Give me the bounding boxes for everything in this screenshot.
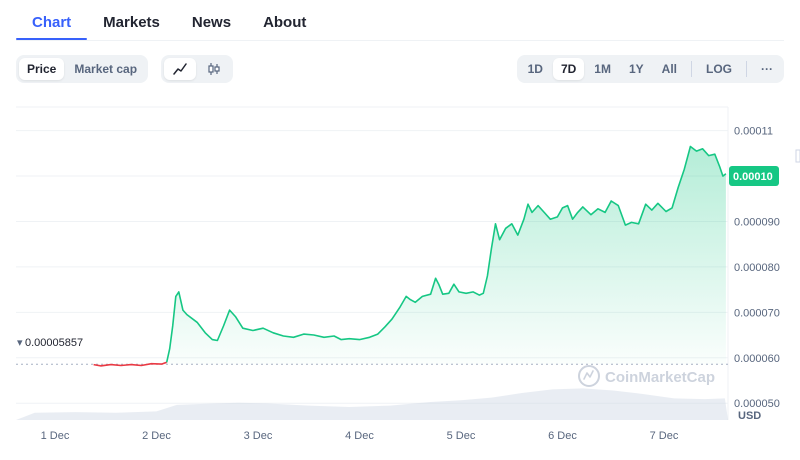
price-fills — [93, 146, 726, 366]
x-tick-label: 2 Dec — [142, 430, 171, 442]
range-divider — [691, 61, 692, 77]
x-axis: 1 Dec 2 Dec 3 Dec 4 Dec 5 Dec 6 Dec 7 Dec — [41, 430, 679, 442]
current-price-label: 0.00010 — [733, 171, 773, 183]
above-open-fill — [166, 146, 726, 365]
baseline-arrow: ▾ — [17, 337, 23, 349]
x-tick-label: 3 Dec — [244, 430, 273, 442]
x-tick-label: 1 Dec — [41, 430, 70, 442]
range-1m-button[interactable]: 1M — [594, 62, 611, 76]
currency-label: USD — [738, 410, 761, 422]
range-7d-button[interactable]: 7D — [552, 58, 585, 80]
tab-markets[interactable]: Markets — [103, 14, 160, 31]
range-all-button[interactable]: All — [661, 62, 677, 76]
x-tick-label: 5 Dec — [447, 430, 476, 442]
market-cap-toggle-button[interactable]: Market cap — [74, 62, 138, 76]
line-chart-button[interactable] — [164, 58, 196, 80]
log-scale-button[interactable]: LOG — [706, 62, 732, 76]
candlestick-button[interactable] — [198, 58, 230, 80]
metric-toggle: Price Market cap — [16, 55, 149, 83]
line-chart-icon — [173, 63, 187, 75]
chart-toolbar: Price Market cap 1D 7D 1M 1Y All LOG ··· — [16, 55, 784, 83]
price-lines — [93, 145, 727, 367]
coinmarketcap-watermark: CoinMarketCap — [578, 365, 715, 387]
tab-about[interactable]: About — [263, 14, 307, 31]
time-range-selector: 1D 7D 1M 1Y All LOG ··· — [516, 55, 784, 83]
y-tick-label: 0.000050 — [734, 398, 780, 410]
more-options-button[interactable]: ··· — [761, 62, 773, 76]
axis-scroll-handle[interactable] — [795, 149, 800, 163]
price-line-up — [165, 145, 727, 363]
more-divider — [746, 61, 747, 77]
price-chart[interactable]: CoinMarketCap ▾ 0.00005857 0.000050 0.000… — [0, 100, 800, 460]
top-tabs: Chart Markets News About — [16, 0, 322, 40]
candlestick-icon — [208, 63, 220, 75]
y-tick-label: 0.000060 — [734, 353, 780, 365]
price-toggle-button[interactable]: Price — [19, 58, 65, 80]
current-price-badge — [729, 166, 779, 187]
y-tick-label: 0.000070 — [734, 307, 780, 319]
volume-bars — [16, 388, 728, 420]
price-line-down — [93, 361, 167, 367]
current-price-tag: 0.00010 — [729, 166, 779, 187]
x-tick-label: 7 Dec — [650, 430, 679, 442]
y-tick-label: 0.00011 — [734, 126, 773, 138]
tab-news[interactable]: News — [191, 14, 232, 31]
tab-divider — [16, 40, 784, 41]
chart-style-toggle — [161, 55, 233, 83]
x-tick-label: 6 Dec — [548, 430, 577, 442]
price-chart-svg: CoinMarketCap ▾ 0.00005857 0.000050 0.000… — [16, 106, 800, 442]
range-1y-button[interactable]: 1Y — [628, 62, 644, 76]
y-tick-label: 0.000090 — [734, 216, 780, 228]
tab-chart[interactable]: Chart — [16, 0, 88, 40]
range-1d-button[interactable]: 1D — [527, 62, 543, 76]
x-tick-label: 4 Dec — [345, 430, 374, 442]
volume-area — [16, 388, 728, 420]
y-tick-label: 0.000080 — [734, 262, 780, 274]
watermark-text: CoinMarketCap — [605, 369, 715, 386]
baseline-price-label: 0.00005857 — [25, 337, 83, 349]
